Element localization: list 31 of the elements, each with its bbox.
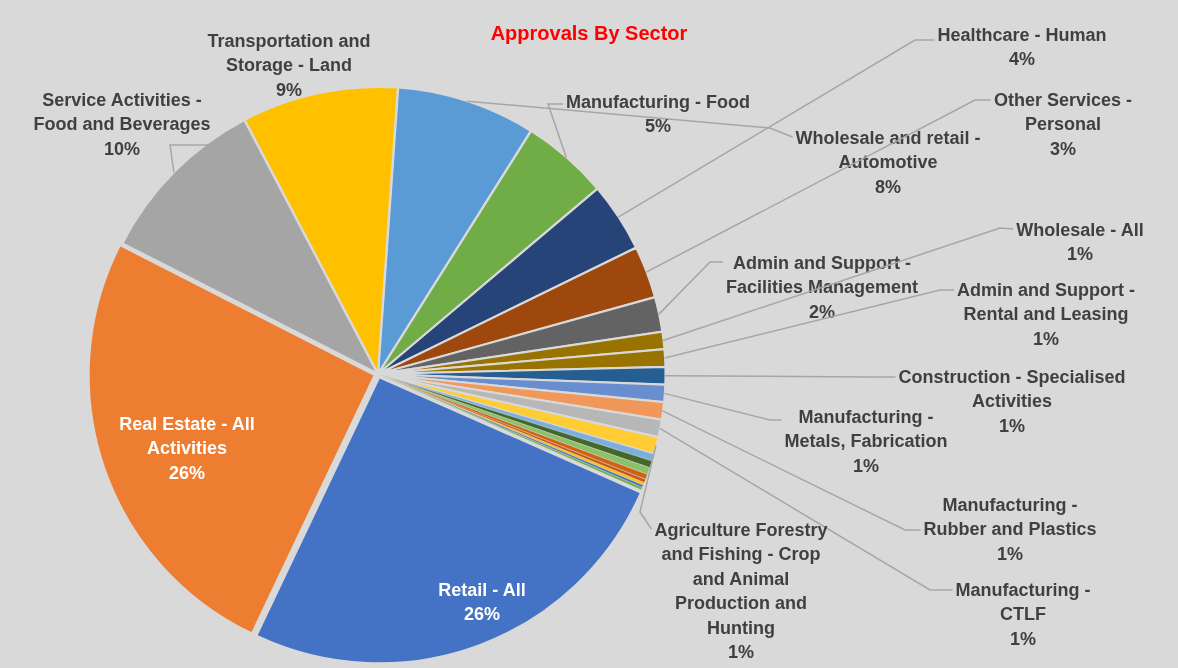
slice-label: Other Services - Personal [993,89,1133,135]
data-label: 9% [275,79,303,100]
data-label: 1% [996,543,1024,564]
slice-label: Agriculture Forestry and Fishing - Crop and Animal Production and Hunting [654,519,828,638]
slice-label: Service Activities - Food and Beverages [33,89,211,135]
data-label: 5% [644,116,672,137]
data-label: 10% [103,138,141,159]
slice-label: Wholesale and retail - Automotive [795,127,981,173]
data-label: 3% [1049,138,1077,159]
data-label: 1% [1009,628,1037,649]
slice-label: Admin and Support - Facilities Management [725,252,919,298]
slice-label: Wholesale - All [1016,219,1144,240]
slice-label: Retail - All [438,579,526,600]
data-label: 1% [727,642,755,663]
data-label: 4% [1008,49,1036,70]
data-label: 1% [1032,328,1060,349]
data-label: 26% [168,462,206,483]
chart-title: Approvals By Sector [490,22,688,44]
data-label: 1% [1066,244,1094,265]
data-label: 2% [808,301,836,322]
slice-label: Healthcare - Human [937,24,1107,45]
data-label: 1% [998,415,1026,436]
data-label: 8% [874,176,902,197]
slice-label: Real Estate - All Activities [119,413,255,459]
slice-label: Manufacturing - Rubber and Plastics [923,494,1097,540]
slice-label: Manufacturing - CTLF [955,579,1091,625]
slice-label: Admin and Support - Rental and Leasing [957,279,1135,325]
slice-label: Transportation and Storage - Land [207,30,371,76]
slice-label: Manufacturing - Food [566,91,750,112]
data-label: 1% [852,455,880,476]
data-label: 26% [463,604,501,625]
